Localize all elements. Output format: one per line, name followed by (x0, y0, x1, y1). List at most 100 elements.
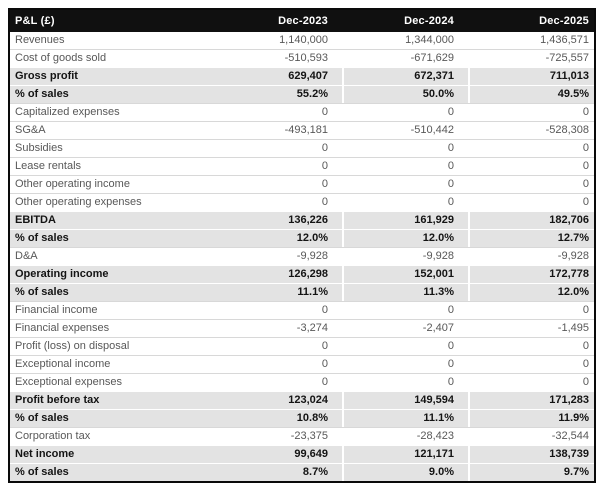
table-row: SG&A -493,181 -510,442 -528,308 (10, 121, 594, 139)
table-row: D&A -9,928 -9,928 -9,928 (10, 247, 594, 265)
summary-row: Gross profit 629,407 672,371 711,013 (10, 67, 594, 85)
row-label: Exceptional income (10, 355, 216, 373)
row-value: 1,344,000 (342, 32, 468, 49)
row-value: 99,649 (216, 445, 342, 463)
summary-row: % of sales 11.1% 11.3% 12.0% (10, 283, 594, 301)
row-value: 11.1% (216, 283, 342, 301)
row-value: 0 (216, 103, 342, 121)
row-value: -9,928 (216, 247, 342, 265)
row-value: 0 (468, 373, 594, 391)
row-label: SG&A (10, 121, 216, 139)
row-value: 672,371 (342, 67, 468, 85)
row-value: 121,171 (342, 445, 468, 463)
row-value: -9,928 (468, 247, 594, 265)
header-column-dec-2024: Dec-2024 (342, 10, 468, 32)
row-value: 149,594 (342, 391, 468, 409)
row-label: Subsidies (10, 139, 216, 157)
row-label: Revenues (10, 32, 216, 49)
table-row: Exceptional expenses 0 0 0 (10, 373, 594, 391)
row-value: 138,739 (468, 445, 594, 463)
row-label: Profit (loss) on disposal (10, 337, 216, 355)
row-value: -28,423 (342, 427, 468, 445)
row-value: -3,274 (216, 319, 342, 337)
row-value: 123,024 (216, 391, 342, 409)
table-row: Revenues 1,140,000 1,344,000 1,436,571 (10, 32, 594, 49)
row-label: Profit before tax (10, 391, 216, 409)
table-row: Corporation tax -23,375 -28,423 -32,544 (10, 427, 594, 445)
header-column-dec-2025: Dec-2025 (468, 10, 594, 32)
row-label: EBITDA (10, 211, 216, 229)
row-value: 0 (342, 103, 468, 121)
summary-row: EBITDA 136,226 161,929 182,706 (10, 211, 594, 229)
row-value: 49.5% (468, 85, 594, 103)
header-title-cell: P&L (£) (10, 10, 216, 32)
row-value: -493,181 (216, 121, 342, 139)
header-row: P&L (£) Dec-2023 Dec-2024 Dec-2025 (10, 10, 594, 32)
row-value: 0 (468, 355, 594, 373)
pnl-table: P&L (£) Dec-2023 Dec-2024 Dec-2025 Reven… (8, 8, 596, 483)
row-value: 0 (468, 139, 594, 157)
row-value: 0 (468, 175, 594, 193)
table-row: Profit (loss) on disposal 0 0 0 (10, 337, 594, 355)
header-column-dec-2023: Dec-2023 (216, 10, 342, 32)
row-value: 0 (342, 175, 468, 193)
row-label: Capitalized expenses (10, 103, 216, 121)
row-value: 171,283 (468, 391, 594, 409)
row-value: 711,013 (468, 67, 594, 85)
row-value: 1,140,000 (216, 32, 342, 49)
row-value: 136,226 (216, 211, 342, 229)
pnl-table-body: Revenues 1,140,000 1,344,000 1,436,571 Cost … (10, 32, 594, 481)
row-value: 0 (342, 157, 468, 175)
row-value: 12.0% (342, 229, 468, 247)
row-value: 0 (342, 193, 468, 211)
row-label: % of sales (10, 409, 216, 427)
summary-row: % of sales 8.7% 9.0% 9.7% (10, 463, 594, 481)
row-value: 0 (342, 301, 468, 319)
row-value: 11.9% (468, 409, 594, 427)
row-value: 0 (468, 337, 594, 355)
row-value: 172,778 (468, 265, 594, 283)
row-value: 0 (216, 139, 342, 157)
row-value: 8.7% (216, 463, 342, 481)
table-row: Capitalized expenses 0 0 0 (10, 103, 594, 121)
row-label: % of sales (10, 85, 216, 103)
row-value: -671,629 (342, 49, 468, 67)
row-value: 12.0% (216, 229, 342, 247)
table-row: Financial expenses -3,274 -2,407 -1,495 (10, 319, 594, 337)
row-label: % of sales (10, 229, 216, 247)
table-row: Lease rentals 0 0 0 (10, 157, 594, 175)
row-value: 0 (216, 355, 342, 373)
row-value: 50.0% (342, 85, 468, 103)
summary-row: % of sales 12.0% 12.0% 12.7% (10, 229, 594, 247)
row-value: -510,442 (342, 121, 468, 139)
row-label: % of sales (10, 283, 216, 301)
row-value: 126,298 (216, 265, 342, 283)
row-label: D&A (10, 247, 216, 265)
row-label: Exceptional expenses (10, 373, 216, 391)
row-value: 0 (216, 373, 342, 391)
row-value: 0 (216, 175, 342, 193)
row-value: -1,495 (468, 319, 594, 337)
row-value: 152,001 (342, 265, 468, 283)
row-value: -528,308 (468, 121, 594, 139)
row-value: -725,557 (468, 49, 594, 67)
row-label: Corporation tax (10, 427, 216, 445)
row-value: 0 (342, 139, 468, 157)
row-label: Other operating expenses (10, 193, 216, 211)
row-label: Financial income (10, 301, 216, 319)
row-value: 0 (468, 157, 594, 175)
row-value: 10.8% (216, 409, 342, 427)
row-value: 0 (342, 337, 468, 355)
summary-row: % of sales 55.2% 50.0% 49.5% (10, 85, 594, 103)
row-value: 0 (216, 301, 342, 319)
row-label: % of sales (10, 463, 216, 481)
table-row: Exceptional income 0 0 0 (10, 355, 594, 373)
summary-row: % of sales 10.8% 11.1% 11.9% (10, 409, 594, 427)
row-value: -510,593 (216, 49, 342, 67)
row-label: Other operating income (10, 175, 216, 193)
row-value: 0 (342, 373, 468, 391)
row-value: 9.0% (342, 463, 468, 481)
row-value: -23,375 (216, 427, 342, 445)
row-value: 0 (342, 355, 468, 373)
